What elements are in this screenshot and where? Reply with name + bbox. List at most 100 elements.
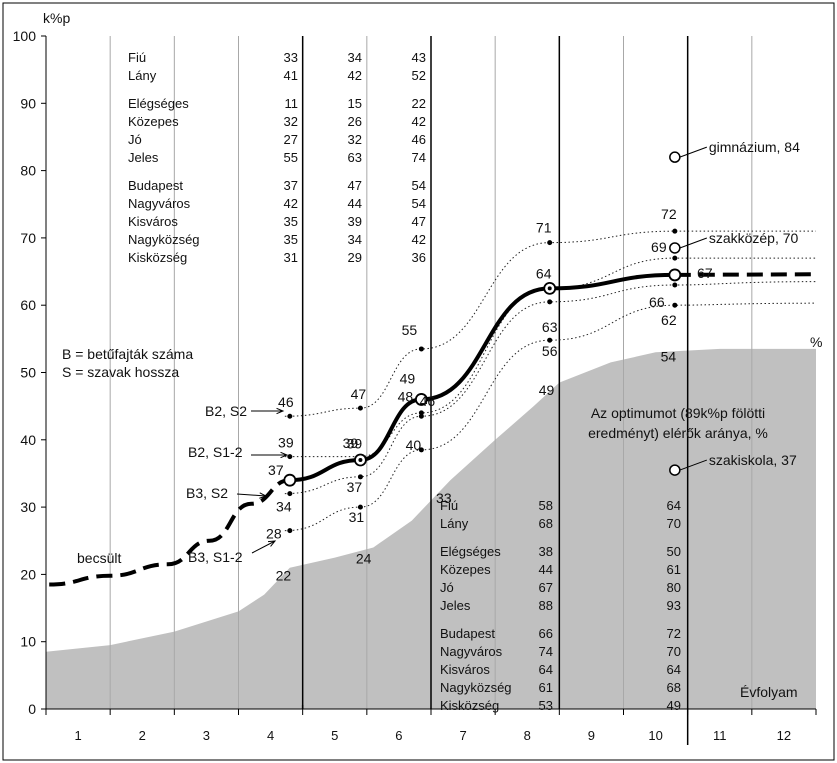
series-name-arrowhead [267, 540, 277, 547]
lower-table-value: 50 [667, 544, 681, 559]
upper-table-label: Jó [128, 132, 142, 147]
dotted-series-point [357, 504, 363, 510]
dotted-series-point [672, 282, 678, 288]
lower-table-value: 61 [539, 680, 553, 695]
lower-table-value: 67 [539, 580, 553, 595]
lower-table-value: 49 [667, 698, 681, 713]
dotted-point-label: 55 [402, 322, 418, 338]
dotted-series-point [418, 447, 424, 453]
lower-table-value: 58 [539, 498, 553, 513]
lower-table-label: Nagyváros [440, 644, 503, 659]
area-value-label: 54 [661, 349, 677, 365]
x-tick-label: 7 [459, 728, 466, 743]
school-type-leader [679, 237, 708, 249]
series-name-arrow [251, 540, 276, 554]
school-type-label: szakiskola, 37 [709, 452, 797, 468]
lower-table-label: Jó [440, 580, 454, 595]
upper-table-value: 35 [284, 214, 298, 229]
lower-table-value: 70 [667, 516, 681, 531]
dotted-point-label: 66 [649, 294, 665, 310]
main-point-label: 49 [400, 370, 416, 386]
y-tick-label: 50 [20, 365, 36, 381]
x-tick-label: 8 [524, 728, 531, 743]
lower-table-label: Lány [440, 516, 469, 531]
lower-table-value: 38 [539, 544, 553, 559]
area-value-label: 22 [276, 567, 292, 583]
dotted-series-point [287, 491, 293, 497]
dotted-point-label: 39 [278, 435, 294, 451]
lower-table-value: 64 [667, 498, 681, 513]
upper-table-value: 32 [348, 132, 362, 147]
series-name-arrowhead [259, 492, 268, 499]
y-tick-label: 80 [20, 163, 36, 179]
upper-table-value: 54 [412, 178, 426, 193]
dotted-series-point [672, 302, 678, 308]
series-name-label: B2, S1-2 [188, 444, 243, 460]
lower-table-label: Jeles [440, 598, 471, 613]
school-type-leader [679, 459, 708, 471]
estimated-series-label: becsült [77, 550, 121, 566]
dotted-series-point [672, 255, 678, 261]
dotted-point-label: 37 [347, 479, 363, 495]
upper-table-value: 42 [412, 232, 426, 247]
x-axis-label: Évfolyam [740, 684, 798, 700]
upper-table-value: 47 [412, 214, 426, 229]
y-tick-label: 90 [20, 95, 36, 111]
upper-table-value: 34 [348, 50, 362, 65]
dotted-point-label: 40 [406, 437, 422, 453]
lower-table-value: 88 [539, 598, 553, 613]
lower-table-label: Kisközség [440, 698, 499, 713]
dotted-point-label: 69 [651, 239, 667, 255]
dotted-series-point [547, 240, 553, 246]
y-tick-label: 10 [20, 634, 36, 650]
series-name-arrow [236, 493, 267, 497]
upper-table-value: 44 [348, 196, 362, 211]
y-tick-label: 20 [20, 566, 36, 582]
upper-table-label: Budapest [128, 178, 183, 193]
y-tick-label: 30 [20, 499, 36, 515]
dotted-point-label: 39 [347, 436, 363, 452]
x-tick-label: 4 [267, 728, 274, 743]
main-series-group [49, 268, 813, 587]
upper-table-label: Nagyközség [128, 232, 200, 247]
dotted-series-point [287, 528, 293, 534]
dotted-series-point [547, 337, 553, 343]
dotted-series-group [284, 228, 817, 534]
dotted-point-label: 63 [542, 319, 558, 335]
upper-table-value: 37 [284, 178, 298, 193]
upper-table-value: 35 [284, 232, 298, 247]
y-tick-label: 60 [20, 297, 36, 313]
dotted-point-label: 46 [420, 393, 436, 409]
upper-table-label: Jeles [128, 150, 159, 165]
series-name-arrowhead [276, 407, 285, 415]
lower-table-value: 64 [539, 662, 553, 677]
lower-table-value: 68 [539, 516, 553, 531]
x-tick-label: 9 [588, 728, 595, 743]
x-tick-label: 3 [203, 728, 210, 743]
dotted-point-label: 62 [661, 312, 677, 328]
dotted-point-label: 47 [351, 386, 367, 402]
school-type-marker [669, 151, 681, 163]
lower-table-label: Kisváros [440, 662, 490, 677]
legend-note-b: B = betűfajták száma [62, 346, 193, 362]
dotted-series-point [287, 413, 293, 419]
school-type-marker [669, 464, 681, 476]
series-name-label: B3, S2 [186, 485, 228, 501]
dotted-series-point [357, 474, 363, 480]
upper-table-value: 34 [348, 232, 362, 247]
area-caption-line-2: eredményt) elérők aránya, % [588, 425, 768, 441]
upper-table-value: 39 [348, 214, 362, 229]
school-type-label: szakközép, 70 [709, 230, 799, 246]
upper-table-value: 74 [412, 150, 426, 165]
lower-table-label: Budapest [440, 626, 495, 641]
y-tick-label: 100 [13, 28, 37, 44]
upper-table-label: Fiú [128, 50, 146, 65]
upper-table-value: 42 [348, 68, 362, 83]
legend-note-s: S = szavak hossza [62, 364, 179, 380]
school-type-marker [669, 242, 681, 254]
upper-table-label: Lány [128, 68, 157, 83]
main-series-point [414, 393, 428, 406]
area-value-label: 33 [436, 490, 452, 506]
lower-table-value: 66 [539, 626, 553, 641]
